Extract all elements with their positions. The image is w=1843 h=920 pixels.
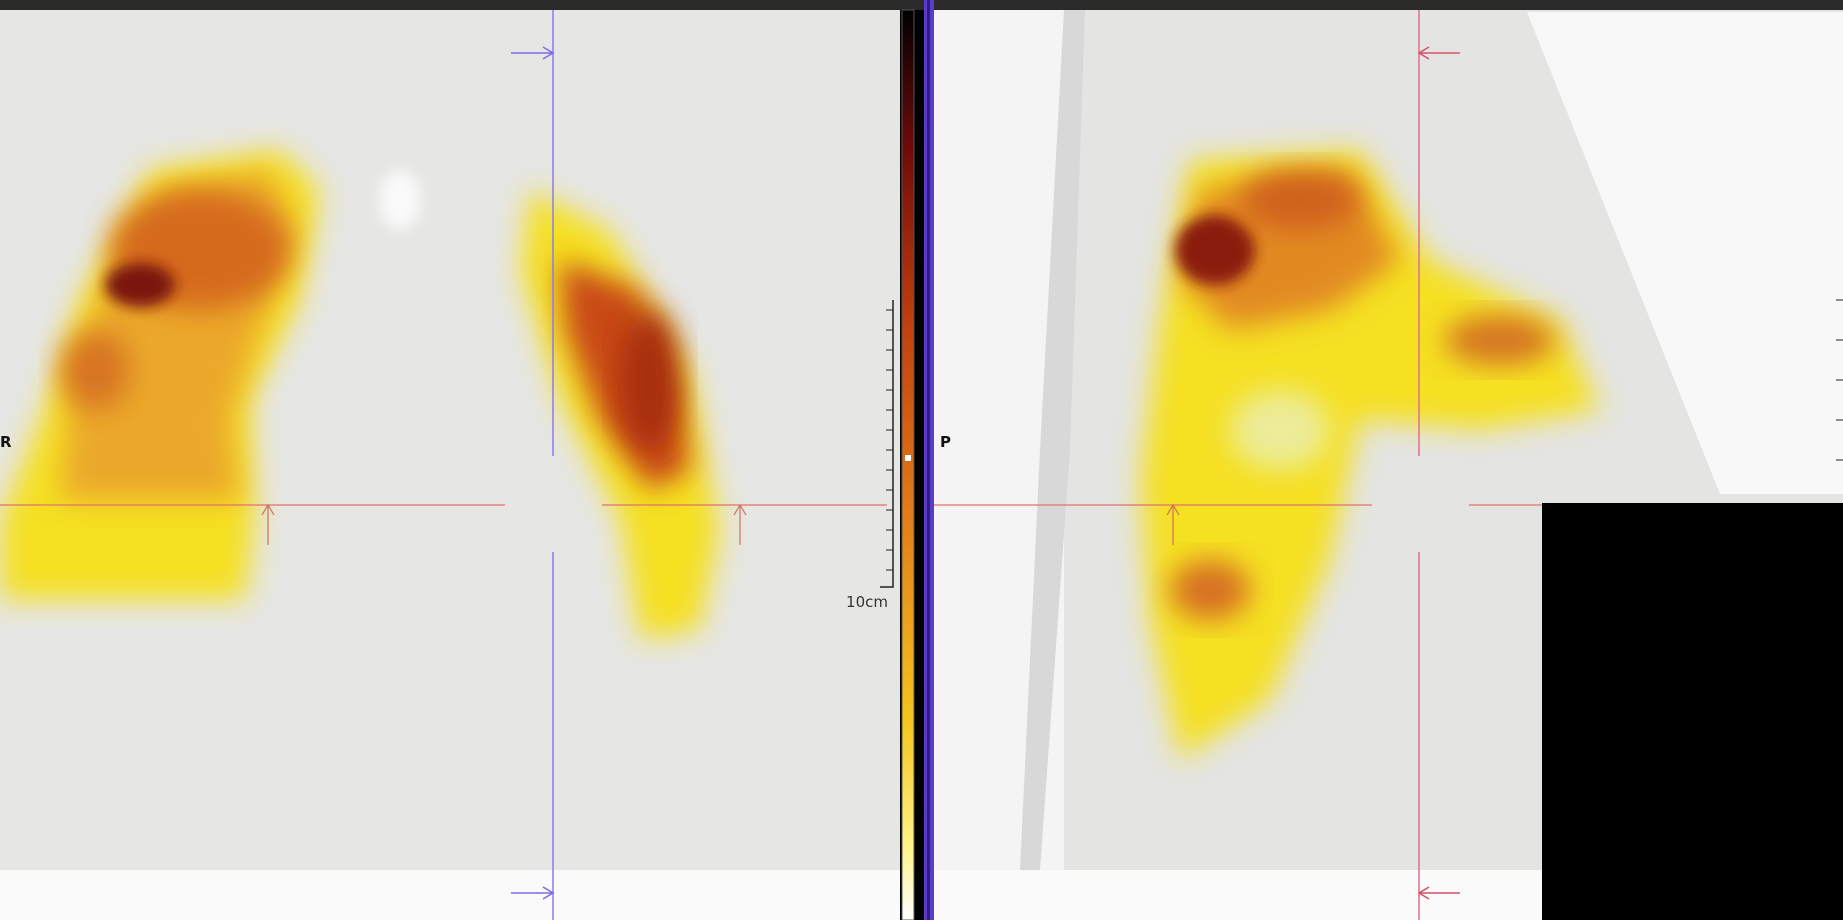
top-strip: [0, 0, 1843, 10]
orientation-label: R: [0, 433, 12, 451]
orientation-label: P: [940, 433, 951, 451]
scale-label: 10cm: [846, 593, 888, 611]
colorbar: [902, 10, 914, 920]
empty-viewport: [1542, 503, 1843, 920]
viewer: 10cm R P: [0, 0, 1843, 920]
colorbar-marker: [905, 455, 911, 461]
sagittal-view: P: [934, 10, 1843, 920]
coronal-view: 10cm R: [0, 10, 900, 920]
